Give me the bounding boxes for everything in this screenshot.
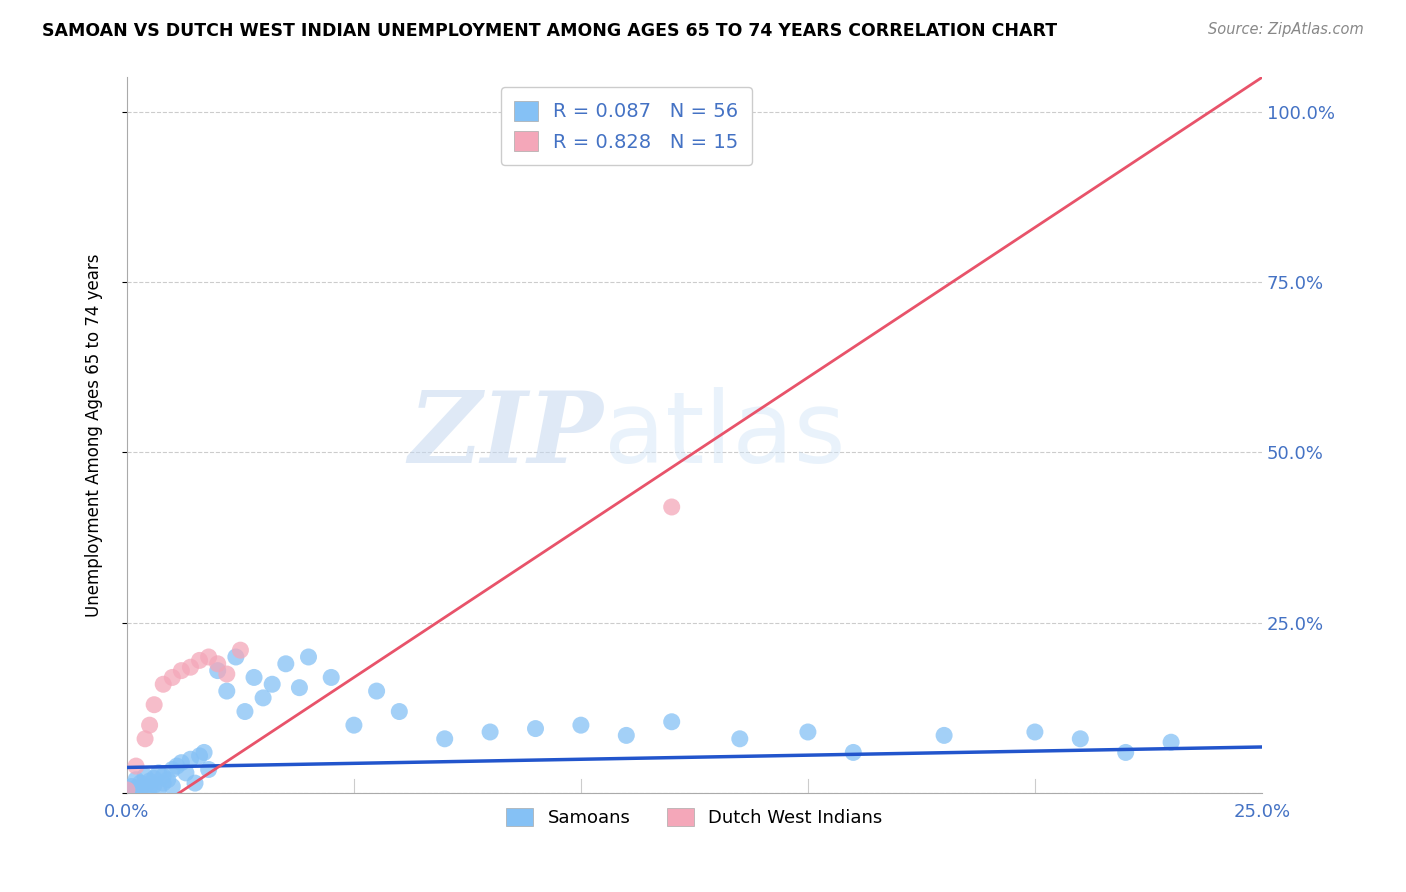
Point xyxy=(143,698,166,712)
Point xyxy=(1024,725,1046,739)
Point xyxy=(661,500,683,514)
Point xyxy=(288,681,311,695)
Point xyxy=(115,783,138,797)
Point xyxy=(193,746,215,760)
Point xyxy=(129,776,152,790)
Point xyxy=(274,657,297,671)
Point xyxy=(188,748,211,763)
Point xyxy=(148,781,170,796)
Point xyxy=(569,718,592,732)
Point xyxy=(166,759,188,773)
Point xyxy=(188,653,211,667)
Point xyxy=(152,769,174,783)
Point xyxy=(134,780,156,794)
Point xyxy=(661,714,683,729)
Point xyxy=(215,684,238,698)
Point xyxy=(184,776,207,790)
Point xyxy=(321,670,343,684)
Point xyxy=(152,776,174,790)
Point xyxy=(842,746,865,760)
Y-axis label: Unemployment Among Ages 65 to 74 years: Unemployment Among Ages 65 to 74 years xyxy=(86,253,103,617)
Point xyxy=(174,765,197,780)
Text: atlas: atlas xyxy=(603,387,845,483)
Point xyxy=(207,657,229,671)
Point xyxy=(207,664,229,678)
Point xyxy=(143,772,166,786)
Text: SAMOAN VS DUTCH WEST INDIAN UNEMPLOYMENT AMONG AGES 65 TO 74 YEARS CORRELATION C: SAMOAN VS DUTCH WEST INDIAN UNEMPLOYMENT… xyxy=(42,22,1057,40)
Legend: Samoans, Dutch West Indians: Samoans, Dutch West Indians xyxy=(499,801,890,834)
Point xyxy=(138,718,160,732)
Point xyxy=(125,772,148,787)
Point xyxy=(179,752,201,766)
Point xyxy=(614,728,637,742)
Point xyxy=(120,780,142,794)
Point xyxy=(297,650,319,665)
Point xyxy=(252,690,274,705)
Point xyxy=(225,650,247,665)
Point xyxy=(1069,731,1091,746)
Text: ZIP: ZIP xyxy=(409,387,603,483)
Point xyxy=(229,643,252,657)
Point xyxy=(728,731,751,746)
Point xyxy=(120,786,142,800)
Text: Source: ZipAtlas.com: Source: ZipAtlas.com xyxy=(1208,22,1364,37)
Point xyxy=(179,660,201,674)
Point xyxy=(162,763,184,777)
Point xyxy=(1115,746,1137,760)
Point xyxy=(134,769,156,783)
Point xyxy=(243,670,266,684)
Point xyxy=(197,763,219,777)
Point xyxy=(479,725,502,739)
Point xyxy=(134,731,156,746)
Point xyxy=(115,783,138,797)
Point xyxy=(125,780,148,795)
Point xyxy=(262,677,284,691)
Point xyxy=(433,731,456,746)
Point xyxy=(524,722,547,736)
Point xyxy=(343,718,366,732)
Point xyxy=(197,650,219,665)
Point xyxy=(366,684,388,698)
Point xyxy=(138,774,160,789)
Point xyxy=(162,780,184,794)
Point xyxy=(162,670,184,684)
Point xyxy=(170,756,193,770)
Point xyxy=(932,728,955,742)
Point xyxy=(215,667,238,681)
Point xyxy=(152,677,174,691)
Point xyxy=(125,759,148,773)
Point xyxy=(170,664,193,678)
Point xyxy=(156,772,179,787)
Point xyxy=(143,778,166,792)
Point xyxy=(148,765,170,780)
Point xyxy=(388,705,411,719)
Point xyxy=(233,705,256,719)
Point xyxy=(1160,735,1182,749)
Point xyxy=(797,725,820,739)
Point xyxy=(129,783,152,797)
Point xyxy=(138,780,160,795)
